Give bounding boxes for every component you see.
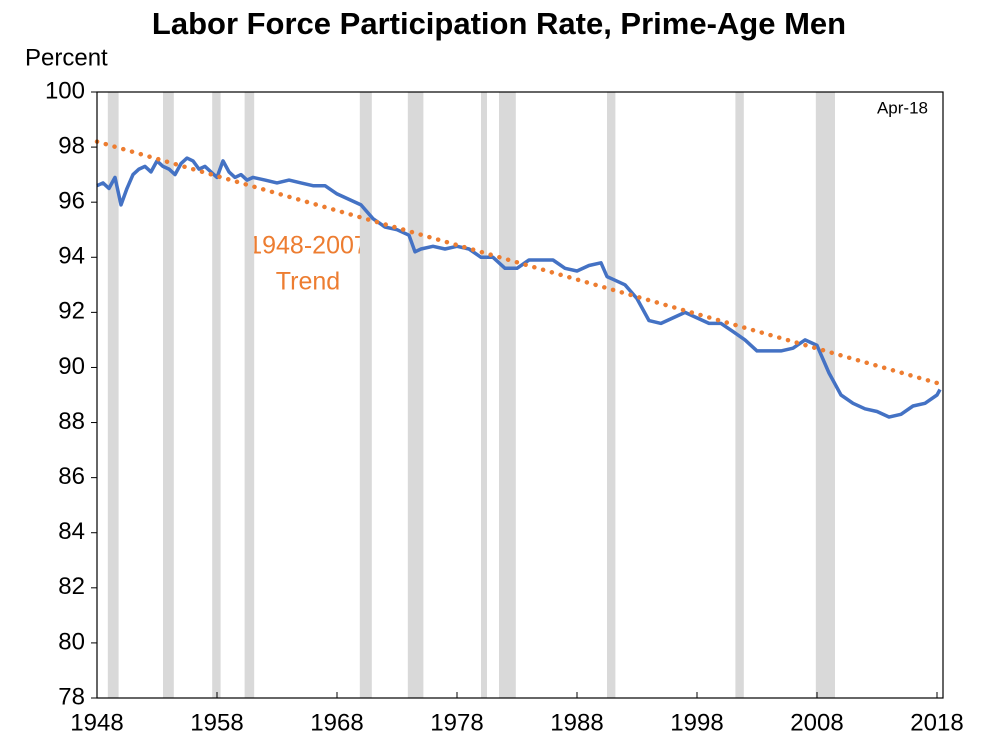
recession-band <box>107 92 119 698</box>
recession-band <box>244 92 255 698</box>
y-tick-label: 100 <box>45 77 85 104</box>
data-line <box>96 156 942 419</box>
x-tick-label: 1968 <box>310 709 363 736</box>
y-tick-label: 80 <box>58 628 85 655</box>
y-tick-label: 94 <box>58 243 85 270</box>
recession-band <box>735 92 744 698</box>
chart-title: Labor Force Participation Rate, Prime-Ag… <box>152 6 846 41</box>
y-tick-label: 82 <box>58 573 85 600</box>
y-tick-label: 84 <box>58 518 85 545</box>
x-tick-label: 1978 <box>430 709 483 736</box>
recession-band <box>499 92 516 698</box>
y-tick-label: 88 <box>58 408 85 435</box>
x-tick-label: 2008 <box>790 709 843 736</box>
y-tick-label: 98 <box>58 132 85 159</box>
y-tick-label: 92 <box>58 298 85 325</box>
x-tick-label: 1998 <box>670 709 723 736</box>
x-tick-label: 1958 <box>190 709 243 736</box>
trend-annotation: 1948-2007 <box>248 232 368 260</box>
recession-band <box>212 92 221 698</box>
trend-annotation: Trend <box>276 268 340 296</box>
trend-line <box>94 139 943 387</box>
x-tick-label: 1948 <box>70 709 123 736</box>
recession-band <box>407 92 424 698</box>
y-tick-label: 86 <box>58 463 85 490</box>
recession-band <box>163 92 174 698</box>
recession-band <box>607 92 616 698</box>
y-tick-label: 78 <box>58 683 85 710</box>
x-tick-label: 2018 <box>910 709 963 736</box>
y-tick-label: 96 <box>58 188 85 215</box>
recession-band <box>815 92 835 698</box>
y-axis-label: Percent <box>25 44 108 71</box>
recession-band <box>481 92 487 698</box>
date-note: Apr-18 <box>877 98 928 117</box>
y-tick-label: 90 <box>58 353 85 380</box>
recession-band <box>359 92 372 698</box>
x-tick-label: 1988 <box>550 709 603 736</box>
plot-border <box>96 91 944 699</box>
